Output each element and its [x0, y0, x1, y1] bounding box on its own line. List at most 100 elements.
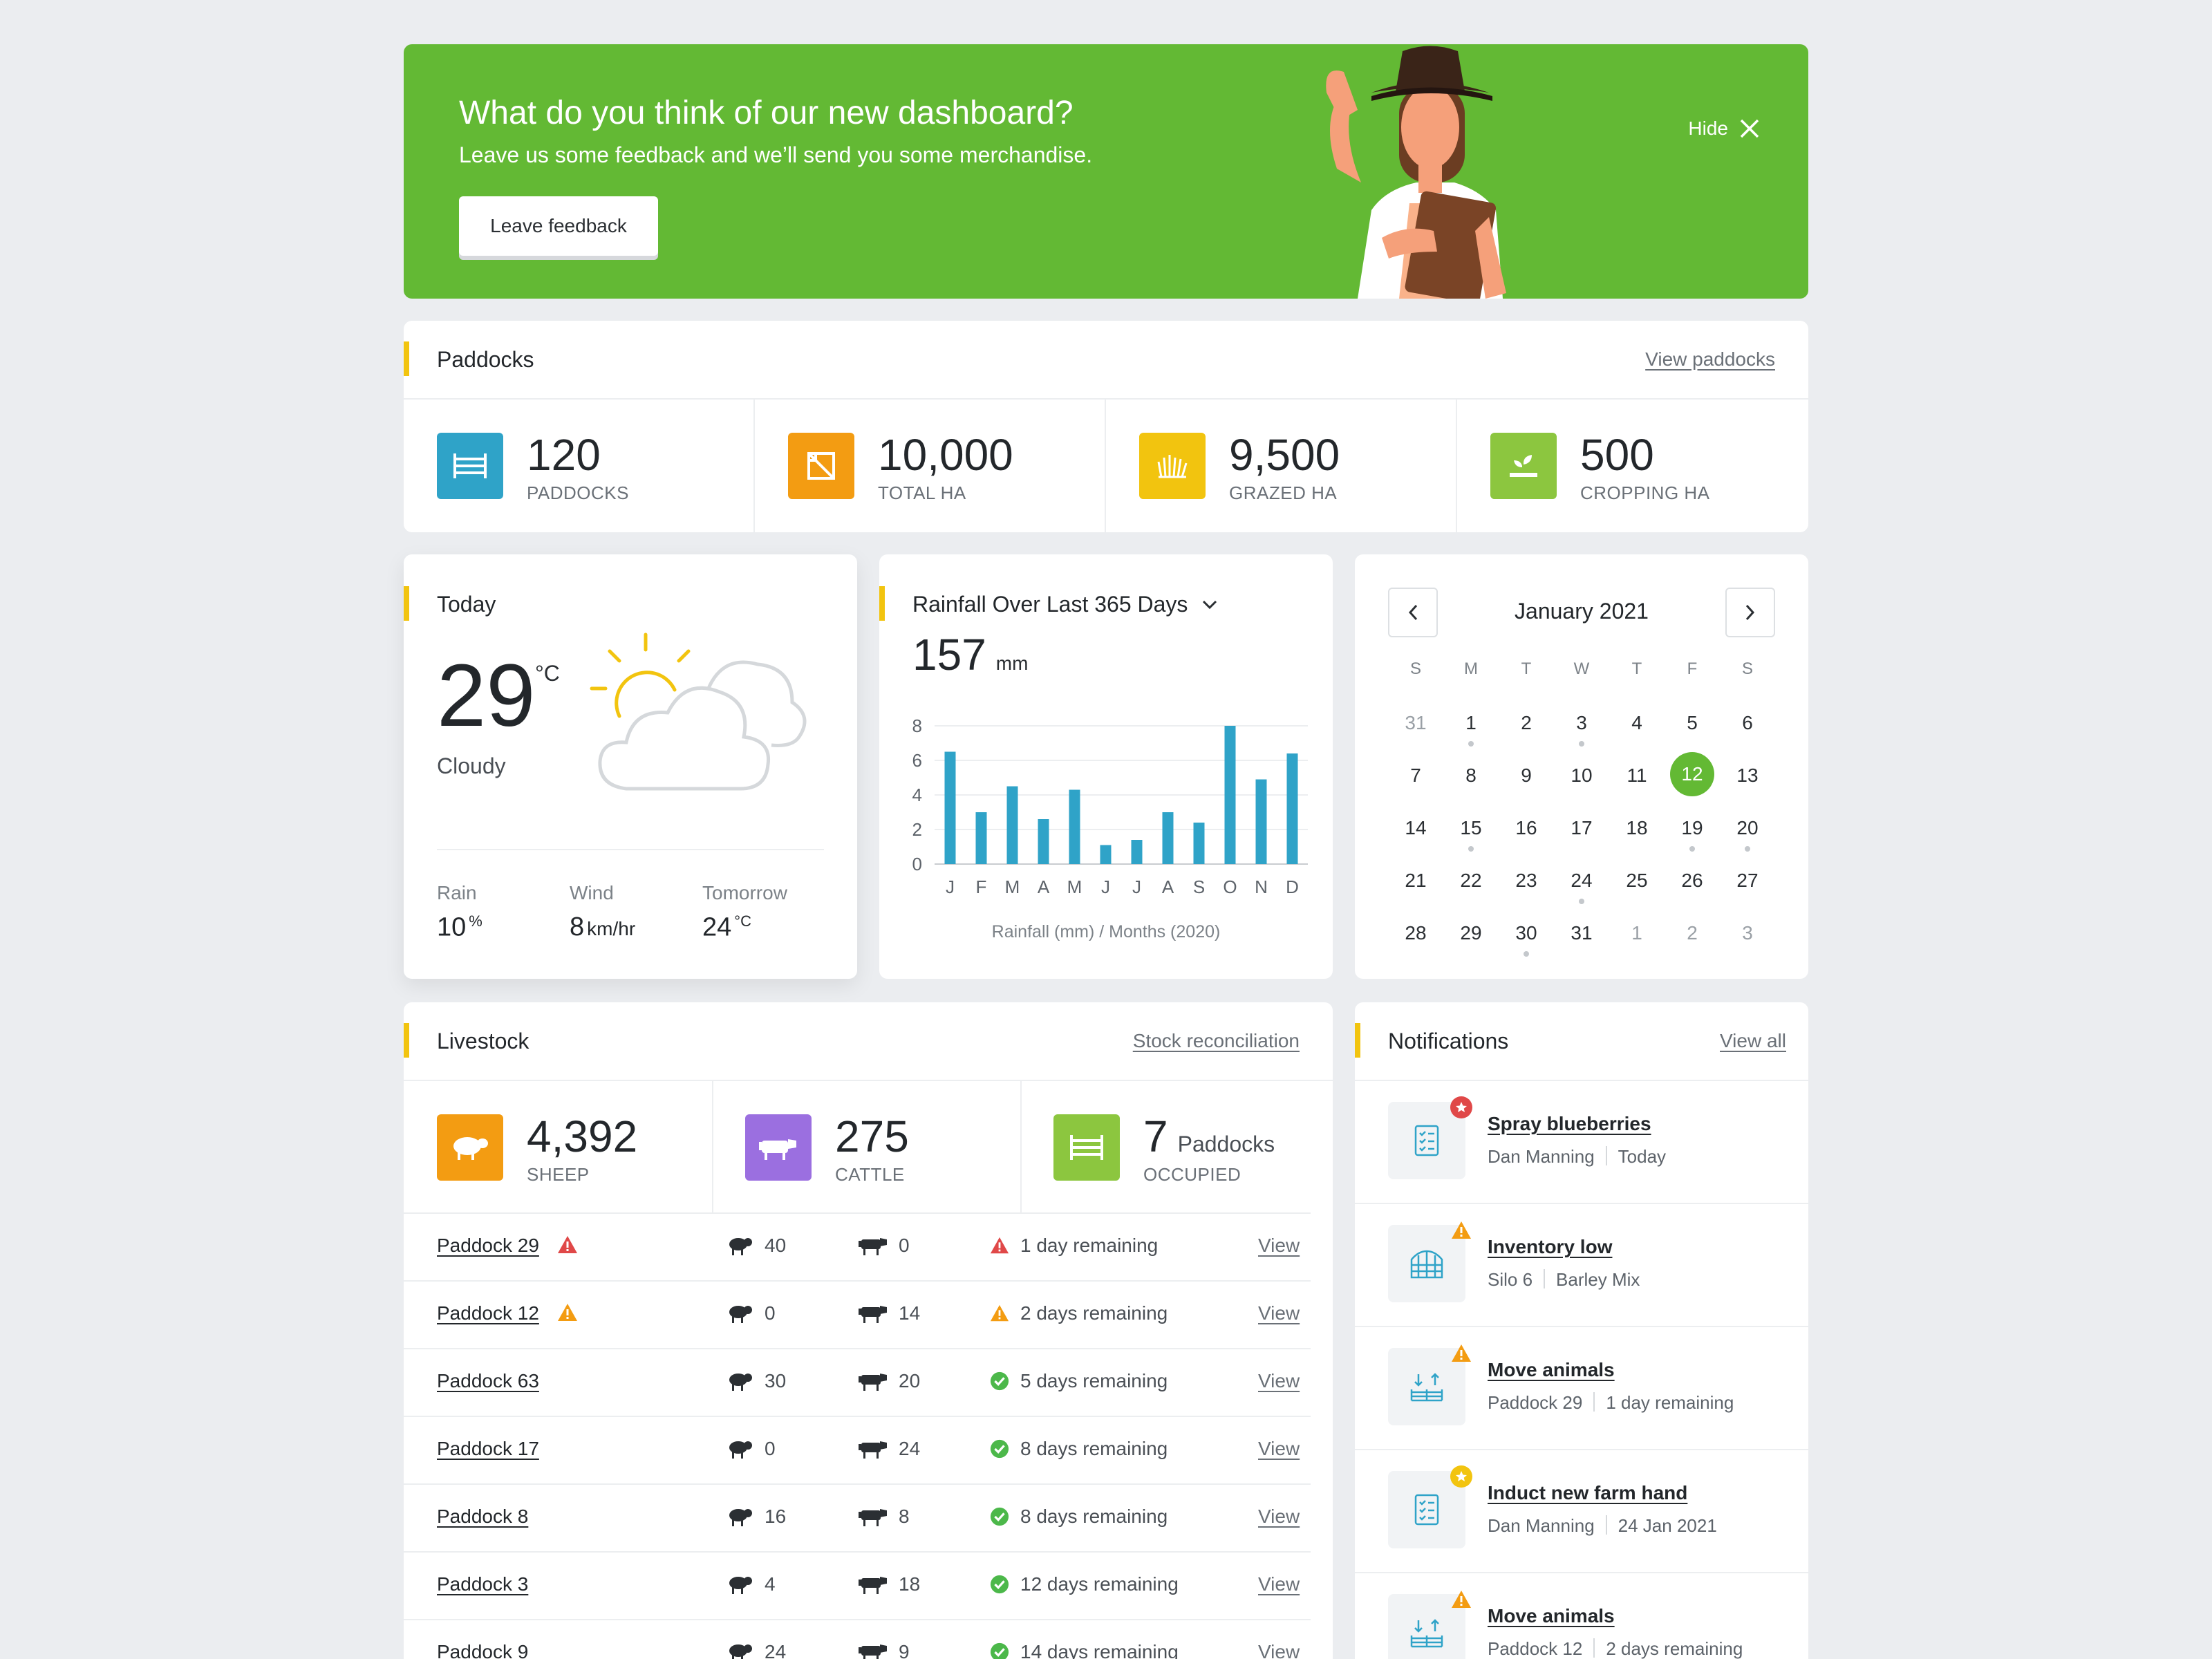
notification-item[interactable]: Move animals Paddock 12 2 days remaining: [1355, 1572, 1808, 1659]
wind-unit: km/hr: [587, 918, 636, 939]
calendar-day[interactable]: 7: [1410, 765, 1421, 786]
next-month-button[interactable]: [1725, 588, 1775, 637]
notification-title[interactable]: Move animals: [1488, 1359, 1615, 1380]
stock-reconciliation-link[interactable]: Stock reconciliation: [1132, 1030, 1300, 1051]
view-all-link[interactable]: View all: [1720, 1030, 1786, 1051]
calendar-card: January 2021 S M T W T F S 31 1 2 3 4 5 6 7 8 9 10 11 12 13 1…: [1355, 554, 1808, 979]
prev-month-button[interactable]: [1388, 588, 1438, 637]
calendar-day[interactable]: 13: [1736, 765, 1759, 786]
calendar-day[interactable]: 15: [1460, 817, 1482, 838]
calendar-day[interactable]: 4: [1631, 712, 1642, 733]
divider: [712, 1081, 713, 1212]
cow-icon: [859, 1577, 887, 1594]
calendar-day[interactable]: 5: [1687, 712, 1698, 733]
calendar-day[interactable]: 16: [1515, 817, 1537, 838]
view-paddock-link[interactable]: View: [1258, 1235, 1300, 1256]
paddock-link[interactable]: Paddock 29: [437, 1235, 539, 1256]
event-dot: [1689, 846, 1695, 852]
calendar-day[interactable]: 6: [1742, 712, 1753, 733]
calendar-day[interactable]: 24: [1571, 870, 1593, 891]
calendar-day[interactable]: 30: [1515, 922, 1537, 944]
stat-label: TOTAL HA: [878, 482, 966, 503]
calendar-day[interactable]: 31: [1571, 922, 1593, 944]
leave-feedback-button[interactable]: Leave feedback: [459, 196, 658, 256]
view-paddock-link[interactable]: View: [1258, 1641, 1300, 1659]
grazed-ha-stat: 9,500 GRAZED HA: [1139, 433, 1340, 504]
paddock-link[interactable]: Paddock 63: [437, 1370, 539, 1391]
sheep-count-value: 0: [765, 1302, 776, 1324]
calendar-day[interactable]: 11: [1627, 765, 1647, 786]
view-paddock-link[interactable]: View: [1258, 1302, 1300, 1324]
calendar-day[interactable]: 19: [1681, 817, 1703, 838]
temperature-unit: °C: [535, 661, 560, 686]
calendar-day[interactable]: 3: [1576, 712, 1587, 733]
alert-indicator: [557, 1235, 578, 1260]
sheep-count: 24: [727, 1641, 786, 1659]
calendar-day[interactable]: 27: [1736, 870, 1759, 891]
calendar-day[interactable]: 3: [1742, 922, 1753, 944]
notification-meta-secondary: 24 Jan 2021: [1618, 1515, 1717, 1536]
calendar-day[interactable]: 31: [1405, 712, 1427, 733]
notification-item[interactable]: Spray blueberries Dan Manning Today: [1355, 1080, 1808, 1203]
days-remaining-text: 8 days remaining: [1020, 1506, 1168, 1527]
view-paddock-link[interactable]: View: [1258, 1370, 1300, 1391]
calendar-day[interactable]: 17: [1571, 817, 1593, 838]
cattle-count: 20: [857, 1370, 920, 1392]
star-icon: [1456, 1102, 1467, 1112]
divider: [404, 1080, 1333, 1081]
calendar-day[interactable]: 8: [1465, 765, 1477, 786]
cow-icon: [745, 1114, 812, 1181]
warning-icon: [990, 1237, 1009, 1254]
days-remaining-text: 8 days remaining: [1020, 1438, 1168, 1459]
calendar-day[interactable]: 25: [1626, 870, 1648, 891]
stat-label: PADDOCKS: [527, 482, 629, 503]
notification-title[interactable]: Move animals: [1488, 1605, 1615, 1627]
paddock-link[interactable]: Paddock 17: [437, 1438, 539, 1459]
calendar-day[interactable]: 2: [1521, 712, 1532, 733]
calendar-day[interactable]: 14: [1405, 817, 1427, 838]
view-paddock-link[interactable]: View: [1258, 1438, 1300, 1459]
rainfall-period-dropdown[interactable]: Rainfall Over Last 365 Days: [912, 592, 1218, 617]
calendar-day[interactable]: 26: [1681, 870, 1703, 891]
calendar-day-selected[interactable]: 12: [1670, 752, 1714, 796]
notification-meta-secondary: Today: [1618, 1146, 1667, 1167]
calendar-day[interactable]: 28: [1405, 922, 1427, 944]
calendar-day[interactable]: 2: [1687, 922, 1698, 944]
calendar-day[interactable]: 9: [1521, 765, 1532, 786]
sheep-count-value: 24: [765, 1641, 787, 1659]
paddock-link[interactable]: Paddock 9: [437, 1641, 529, 1659]
calendar-day[interactable]: 1: [1465, 712, 1477, 733]
paddock-row: Paddock 9 24 9 14 days remaining View: [404, 1619, 1311, 1659]
priority-badge: [1450, 1096, 1472, 1118]
notification-title[interactable]: Spray blueberries: [1488, 1113, 1651, 1134]
paddock-row: Paddock 63 30 20 5 days remaining View: [404, 1348, 1311, 1414]
stat-label: SHEEP: [527, 1164, 590, 1185]
x-tick-label: A: [1162, 877, 1174, 897]
view-paddocks-link[interactable]: View paddocks: [1645, 348, 1775, 370]
view-paddock-link[interactable]: View: [1258, 1506, 1300, 1527]
warning-icon: [1452, 1591, 1471, 1608]
calendar-day[interactable]: 23: [1515, 870, 1537, 891]
calendar-day[interactable]: 29: [1460, 922, 1482, 944]
rainfall-card: Rainfall Over Last 365 Days 157 mm 0 2 4 6 8…: [879, 554, 1333, 979]
notification-item[interactable]: Inventory low Silo 6 Barley Mix: [1355, 1203, 1808, 1326]
hide-banner-button[interactable]: Hide: [1688, 118, 1760, 140]
calendar-day[interactable]: 1: [1631, 922, 1642, 944]
notification-item[interactable]: Move animals Paddock 29 1 day remaining: [1355, 1326, 1808, 1449]
notification-title[interactable]: Inventory low: [1488, 1236, 1613, 1257]
notification-item[interactable]: Induct new farm hand Dan Manning 24 Jan …: [1355, 1449, 1808, 1572]
rainfall-total-unit: mm: [995, 653, 1029, 674]
paddock-link[interactable]: Paddock 3: [437, 1573, 529, 1595]
meta-separator: [1593, 1638, 1595, 1658]
calendar-day[interactable]: 10: [1571, 765, 1593, 786]
calendar-day[interactable]: 18: [1626, 817, 1648, 838]
view-paddock-link[interactable]: View: [1258, 1573, 1300, 1595]
paddock-link[interactable]: Paddock 12: [437, 1302, 539, 1324]
calendar-day[interactable]: 21: [1405, 870, 1427, 891]
notification-meta-primary: Paddock 12: [1488, 1638, 1583, 1659]
calendar-day[interactable]: 22: [1460, 870, 1482, 891]
calendar-day[interactable]: 20: [1736, 817, 1759, 838]
notification-title[interactable]: Induct new farm hand: [1488, 1482, 1688, 1503]
paddock-link[interactable]: Paddock 8: [437, 1506, 529, 1527]
cattle-count-value: 18: [899, 1573, 921, 1595]
